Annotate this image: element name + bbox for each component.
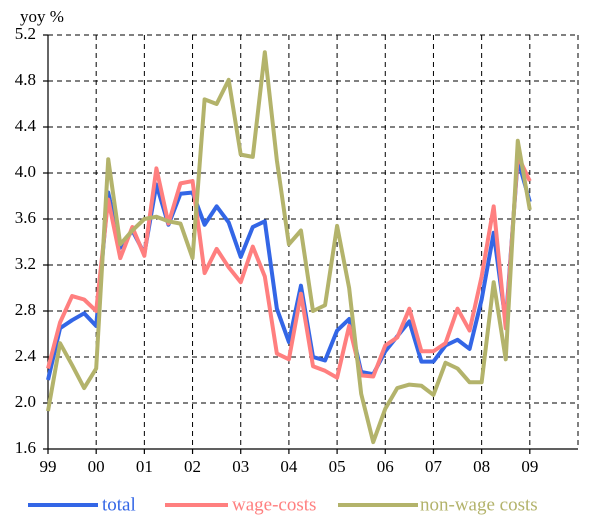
x-tick-label: 08 — [473, 457, 490, 476]
x-tick-label: 06 — [377, 457, 394, 476]
y-tick-label: 4.0 — [15, 162, 36, 181]
legend-label: non-wage costs — [420, 494, 538, 515]
y-tick-label: 2.8 — [15, 300, 36, 319]
y-tick-label: 1.6 — [15, 438, 36, 457]
x-tick-label: 00 — [88, 457, 105, 476]
x-tick-label: 05 — [329, 457, 346, 476]
y-tick-label: 4.4 — [15, 116, 37, 135]
x-tick-label: 02 — [184, 457, 201, 476]
series-line — [46, 50, 532, 445]
legend-label: wage-costs — [232, 494, 316, 515]
y-tick-label: 3.2 — [15, 254, 36, 273]
x-tick-label: 09 — [521, 457, 538, 476]
y-tick-label: 2.0 — [15, 392, 36, 411]
legend-label: total — [102, 494, 136, 515]
x-tick-label: 07 — [425, 457, 443, 476]
y-tick-label: 2.4 — [15, 346, 37, 365]
x-tick-label: 01 — [136, 457, 153, 476]
y-tick-label: 5.2 — [15, 24, 36, 43]
y-tick-label: 3.6 — [15, 208, 36, 227]
x-tick-label: 99 — [40, 457, 57, 476]
y-axis-title: yoy % — [20, 7, 64, 26]
x-tick-label: 03 — [232, 457, 249, 476]
y-tick-label: 4.8 — [15, 70, 36, 89]
x-tick-label: 04 — [280, 457, 298, 476]
